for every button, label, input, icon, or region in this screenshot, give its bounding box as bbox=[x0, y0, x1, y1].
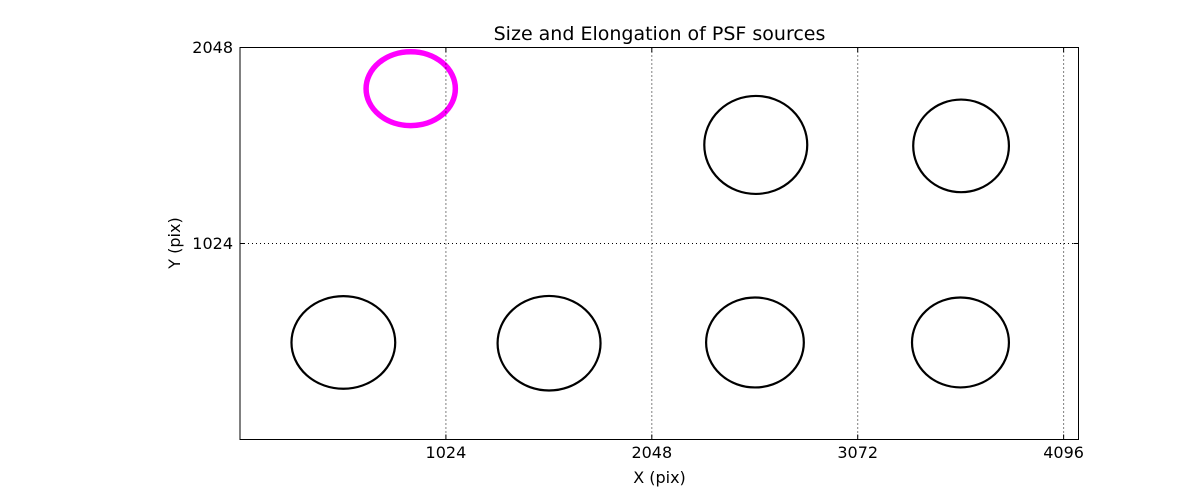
x-tick-label: 1024 bbox=[425, 443, 467, 462]
plot-frame bbox=[239, 47, 1079, 440]
psf-source-ellipse bbox=[703, 94, 809, 196]
y-tick-label: 2048 bbox=[192, 38, 233, 57]
x-tick-label: 4096 bbox=[1043, 443, 1084, 462]
x-tick-label: 3072 bbox=[837, 443, 879, 462]
psf-source-ellipse bbox=[496, 294, 602, 392]
x-tick-label: 2048 bbox=[631, 443, 673, 462]
chart-title: Size and Elongation of PSF sources bbox=[493, 23, 826, 45]
x-axis-label: X (pix) bbox=[633, 468, 686, 487]
psf-source-ellipse bbox=[912, 98, 1011, 194]
psf-source-ellipse bbox=[290, 295, 397, 390]
psf-source-ellipse bbox=[705, 296, 805, 389]
y-tick-label: 1024 bbox=[192, 234, 233, 253]
highlighted-psf-source-ellipse bbox=[363, 48, 459, 129]
psf-source-ellipse bbox=[910, 296, 1011, 389]
